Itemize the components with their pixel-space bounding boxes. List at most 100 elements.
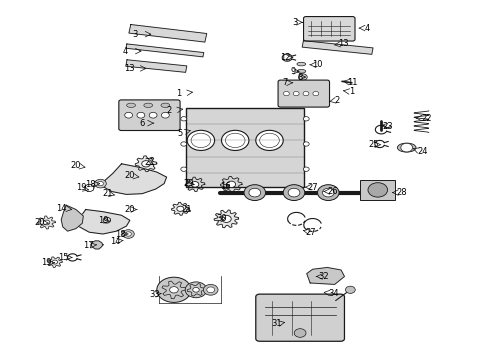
Text: 23: 23: [383, 122, 393, 131]
Circle shape: [98, 181, 103, 186]
Circle shape: [207, 287, 215, 293]
Text: 25: 25: [368, 140, 379, 149]
Polygon shape: [129, 24, 207, 42]
Circle shape: [318, 185, 339, 201]
FancyBboxPatch shape: [278, 80, 329, 107]
FancyBboxPatch shape: [119, 100, 180, 130]
Text: 19: 19: [98, 216, 108, 225]
Circle shape: [181, 167, 187, 171]
Polygon shape: [302, 41, 373, 54]
Circle shape: [401, 143, 413, 152]
Circle shape: [283, 185, 305, 201]
Text: 30: 30: [216, 215, 227, 223]
Text: 1: 1: [349, 87, 354, 96]
Circle shape: [303, 167, 309, 171]
Text: 19: 19: [75, 184, 86, 193]
Polygon shape: [91, 241, 103, 249]
Text: 12: 12: [280, 53, 291, 62]
Circle shape: [142, 161, 150, 167]
Text: 16: 16: [220, 182, 231, 191]
Circle shape: [52, 260, 58, 264]
FancyBboxPatch shape: [304, 17, 355, 41]
Ellipse shape: [287, 81, 294, 84]
Circle shape: [244, 185, 266, 201]
Circle shape: [221, 130, 249, 150]
Polygon shape: [172, 202, 189, 215]
Text: 3: 3: [293, 18, 297, 27]
Polygon shape: [187, 284, 205, 296]
Text: 20: 20: [71, 161, 81, 170]
Text: 20: 20: [124, 205, 135, 214]
Text: 28: 28: [396, 188, 407, 197]
Circle shape: [193, 287, 199, 292]
Circle shape: [227, 181, 236, 188]
Circle shape: [125, 232, 131, 236]
Text: 34: 34: [328, 289, 339, 298]
Circle shape: [162, 112, 170, 118]
Circle shape: [221, 215, 231, 222]
Text: 27: 27: [307, 183, 318, 192]
Text: 9: 9: [291, 67, 295, 76]
Circle shape: [303, 91, 309, 96]
Ellipse shape: [161, 103, 170, 108]
Text: 13: 13: [338, 40, 348, 49]
Polygon shape: [135, 156, 157, 172]
Ellipse shape: [297, 62, 306, 66]
Circle shape: [288, 188, 300, 197]
Polygon shape: [126, 60, 187, 72]
Polygon shape: [61, 205, 83, 231]
Polygon shape: [220, 176, 242, 192]
Polygon shape: [307, 267, 344, 284]
Text: 17: 17: [83, 241, 94, 250]
Ellipse shape: [126, 103, 135, 108]
Circle shape: [122, 230, 134, 238]
Polygon shape: [126, 44, 204, 57]
Text: 8: 8: [297, 73, 302, 82]
Text: 32: 32: [318, 272, 329, 281]
Polygon shape: [162, 281, 186, 299]
Bar: [186, 108, 304, 187]
Text: 31: 31: [271, 320, 282, 328]
Text: 4: 4: [365, 24, 370, 33]
Circle shape: [149, 112, 157, 118]
Text: 26: 26: [327, 187, 338, 196]
Ellipse shape: [297, 69, 306, 73]
Text: 6: 6: [140, 119, 145, 128]
Text: 27: 27: [306, 228, 317, 237]
FancyBboxPatch shape: [256, 294, 344, 341]
Text: 11: 11: [347, 78, 358, 87]
Circle shape: [43, 220, 50, 225]
Polygon shape: [77, 210, 130, 234]
Circle shape: [249, 188, 261, 197]
Circle shape: [293, 91, 299, 96]
Text: 7: 7: [283, 78, 288, 87]
Circle shape: [181, 117, 187, 121]
Circle shape: [345, 286, 355, 293]
Ellipse shape: [397, 143, 416, 152]
Circle shape: [368, 183, 388, 197]
Circle shape: [298, 74, 307, 80]
Polygon shape: [38, 216, 55, 229]
Text: 1: 1: [176, 89, 181, 98]
Ellipse shape: [144, 103, 153, 108]
Polygon shape: [214, 210, 239, 228]
Circle shape: [170, 287, 178, 293]
Text: 21: 21: [181, 205, 192, 214]
Text: 24: 24: [417, 148, 428, 157]
Circle shape: [181, 142, 187, 146]
Text: 2: 2: [167, 107, 172, 116]
Polygon shape: [103, 164, 167, 194]
Bar: [360, 180, 395, 200]
Polygon shape: [185, 177, 205, 192]
Text: 4: 4: [122, 47, 127, 56]
Text: 29: 29: [183, 179, 194, 188]
Circle shape: [294, 329, 306, 337]
Circle shape: [191, 181, 199, 187]
Circle shape: [203, 284, 218, 295]
Text: 22: 22: [421, 114, 432, 122]
Circle shape: [124, 112, 132, 118]
Circle shape: [313, 91, 319, 96]
Text: 20: 20: [124, 171, 135, 180]
Circle shape: [187, 130, 215, 150]
Text: 20: 20: [34, 218, 45, 227]
